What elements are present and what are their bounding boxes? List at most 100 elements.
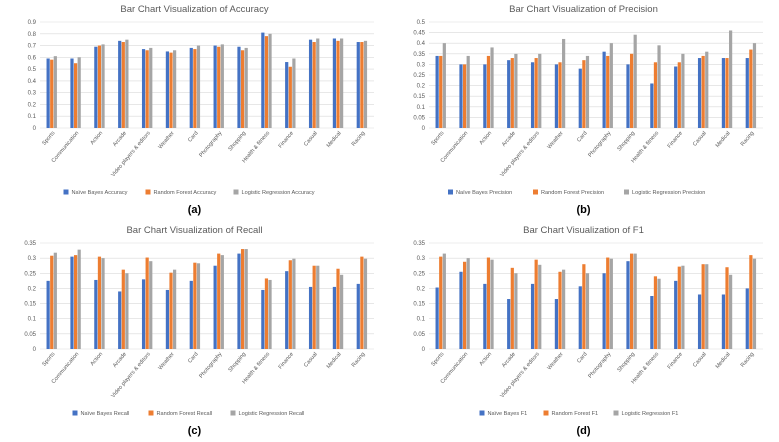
accuracy-bar-health-fitness-logistic-regression bbox=[268, 33, 272, 128]
accuracy-y-tick-label: 0 bbox=[33, 126, 37, 132]
f1-bar-action-naive-bayes bbox=[483, 283, 487, 349]
accuracy-bar-communication-naive-bayes bbox=[70, 58, 74, 129]
accuracy-bar-medical-naive-bayes bbox=[332, 38, 337, 128]
precision-bar-sports-random-forest bbox=[439, 55, 443, 128]
f1-bar-weather-logistic-regression bbox=[562, 269, 566, 349]
precision-sub-label: (b) bbox=[576, 204, 591, 216]
recall-bar-finance-random-forest bbox=[288, 260, 292, 349]
recall-legend-swatch-logistic-regression bbox=[230, 410, 236, 416]
recall-x-tick-label: Shopping bbox=[228, 351, 248, 373]
recall-bar-arcade-naive-bayes bbox=[118, 291, 122, 349]
accuracy-bar-weather-naive-bayes bbox=[165, 51, 170, 128]
accuracy-bar-action-naive-bayes bbox=[94, 46, 98, 128]
precision-chart-title: Bar Chart Visualization of Precision bbox=[509, 4, 658, 15]
precision-bar-health-fitness-logistic-regression bbox=[657, 45, 661, 128]
precision-bar-arcade-naive-bayes bbox=[507, 60, 511, 128]
precision-bar-finance-random-forest bbox=[677, 62, 681, 128]
precision-bar-casual-naive-bayes bbox=[697, 58, 702, 128]
precision-legend-label: Logistic Regression Precision bbox=[632, 190, 705, 196]
recall-bar-shopping-naive-bayes bbox=[237, 253, 241, 349]
accuracy-bar-photography-random-forest bbox=[217, 46, 221, 128]
recall-bar-shopping-random-forest bbox=[240, 249, 245, 349]
precision-y-tick-label: 0.05 bbox=[413, 115, 425, 121]
precision-bar-video-players-editors-naive-bayes bbox=[530, 62, 535, 128]
f1-bar-card-logistic-regression bbox=[585, 273, 590, 349]
precision-x-tick-label: Medical bbox=[715, 130, 732, 149]
accuracy-bar-shopping-random-forest bbox=[240, 50, 245, 129]
precision-bar-sports-logistic-regression bbox=[442, 43, 446, 129]
precision-bar-weather-logistic-regression bbox=[562, 38, 566, 128]
precision-x-tick-label: Weather bbox=[547, 130, 565, 150]
precision-bar-shopping-naive-bayes bbox=[626, 64, 630, 128]
recall-bar-card-logistic-regression bbox=[196, 263, 201, 349]
recall-bar-action-naive-bayes bbox=[94, 279, 98, 349]
recall-bar-health-fitness-naive-bayes bbox=[261, 289, 265, 349]
accuracy-bar-sports-naive-bayes bbox=[46, 58, 50, 129]
recall-bar-casual-logistic-regression bbox=[316, 265, 320, 349]
f1-legend-label: Logistic Regression F1 bbox=[622, 411, 679, 417]
accuracy-y-tick-label: 0.6 bbox=[28, 55, 37, 61]
f1-y-tick-label: 0.3 bbox=[417, 256, 426, 262]
recall-x-tick-label: Arcade bbox=[112, 351, 128, 368]
recall-y-tick-label: 0.3 bbox=[28, 256, 37, 262]
f1-bar-finance-random-forest bbox=[677, 266, 681, 349]
f1-x-tick-label: Casual bbox=[692, 351, 708, 368]
recall-bar-medical-random-forest bbox=[336, 268, 340, 349]
accuracy-bar-card-naive-bayes bbox=[189, 47, 193, 128]
recall-legend-label: Logistic Regression Recall bbox=[239, 411, 305, 417]
recall-x-tick-label: Photography bbox=[198, 351, 223, 379]
recall-bar-sports-naive-bayes bbox=[46, 280, 50, 349]
accuracy-x-tick-label: Arcade bbox=[112, 130, 128, 147]
f1-y-tick-label: 0.25 bbox=[413, 271, 425, 277]
precision-bar-action-logistic-regression bbox=[490, 47, 494, 128]
accuracy-bar-sports-logistic-regression bbox=[53, 56, 57, 128]
f1-bar-casual-logistic-regression bbox=[705, 264, 709, 349]
recall-bar-card-random-forest bbox=[193, 262, 197, 349]
f1-bar-arcade-logistic-regression bbox=[514, 273, 518, 349]
precision-bar-card-logistic-regression bbox=[585, 55, 590, 128]
recall-bar-racing-random-forest bbox=[360, 256, 364, 349]
f1-bar-card-naive-bayes bbox=[578, 286, 582, 349]
precision-bar-arcade-logistic-regression bbox=[514, 53, 518, 128]
accuracy-bar-sports-random-forest bbox=[50, 59, 54, 128]
f1-bar-communication-logistic-regression bbox=[466, 258, 470, 349]
f1-bar-photography-naive-bayes bbox=[602, 273, 606, 349]
precision-bar-card-random-forest bbox=[582, 60, 586, 128]
recall-y-tick-label: 0.2 bbox=[28, 286, 37, 292]
f1-y-tick-label: 0.05 bbox=[413, 332, 425, 338]
f1-x-tick-label: Action bbox=[479, 351, 494, 367]
accuracy-x-tick-label: Shopping bbox=[228, 130, 248, 152]
f1-bar-health-fitness-naive-bayes bbox=[650, 296, 654, 349]
accuracy-bar-finance-logistic-regression bbox=[292, 58, 296, 129]
recall-y-tick-label: 0.35 bbox=[24, 241, 36, 247]
accuracy-bar-racing-logistic-regression bbox=[363, 40, 368, 128]
precision-chart: Bar Chart Visualization of Precision 0 0.0… bbox=[413, 4, 763, 196]
precision-bar-communication-naive-bayes bbox=[459, 64, 463, 128]
recall-legend-label: Random Forest Recall bbox=[157, 411, 213, 417]
f1-bar-racing-logistic-regression bbox=[752, 258, 757, 349]
accuracy-bar-arcade-logistic-regression bbox=[125, 39, 129, 128]
f1-y-tick-label: 0.35 bbox=[413, 241, 425, 247]
recall-legend-label: Naïve Bayes Recall bbox=[81, 411, 130, 417]
accuracy-bar-arcade-random-forest bbox=[121, 42, 125, 129]
f1-bar-finance-naive-bayes bbox=[674, 280, 678, 349]
f1-bar-finance-logistic-regression bbox=[681, 265, 685, 349]
f1-legend-label: Naïve Bayes F1 bbox=[488, 411, 528, 417]
f1-sub-label: (d) bbox=[576, 425, 591, 437]
accuracy-chart: Bar Chart Visualization of Accuracy 0 0.1 0… bbox=[28, 4, 374, 196]
precision-bar-finance-logistic-regression bbox=[681, 53, 685, 128]
precision-bar-racing-logistic-regression bbox=[752, 43, 757, 129]
f1-bar-health-fitness-logistic-regression bbox=[657, 278, 661, 349]
precision-bar-card-naive-bayes bbox=[578, 68, 582, 128]
precision-x-tick-label: Photography bbox=[587, 130, 612, 158]
accuracy-bar-photography-logistic-regression bbox=[220, 44, 224, 128]
f1-x-tick-label: Sports bbox=[430, 351, 445, 367]
recall-bar-action-random-forest bbox=[97, 256, 102, 349]
recall-x-tick-label: Card bbox=[187, 351, 199, 364]
f1-legend-label: Random Forest F1 bbox=[552, 411, 599, 417]
recall-y-tick-label: 0 bbox=[33, 347, 37, 353]
recall-legend-swatch-naive-bayes bbox=[72, 410, 78, 416]
recall-bar-shopping-logistic-regression bbox=[244, 249, 248, 349]
accuracy-chart-panel: Bar Chart Visualization of Accuracy 0 0.1 0… bbox=[0, 0, 389, 221]
precision-bar-shopping-random-forest bbox=[629, 53, 634, 128]
